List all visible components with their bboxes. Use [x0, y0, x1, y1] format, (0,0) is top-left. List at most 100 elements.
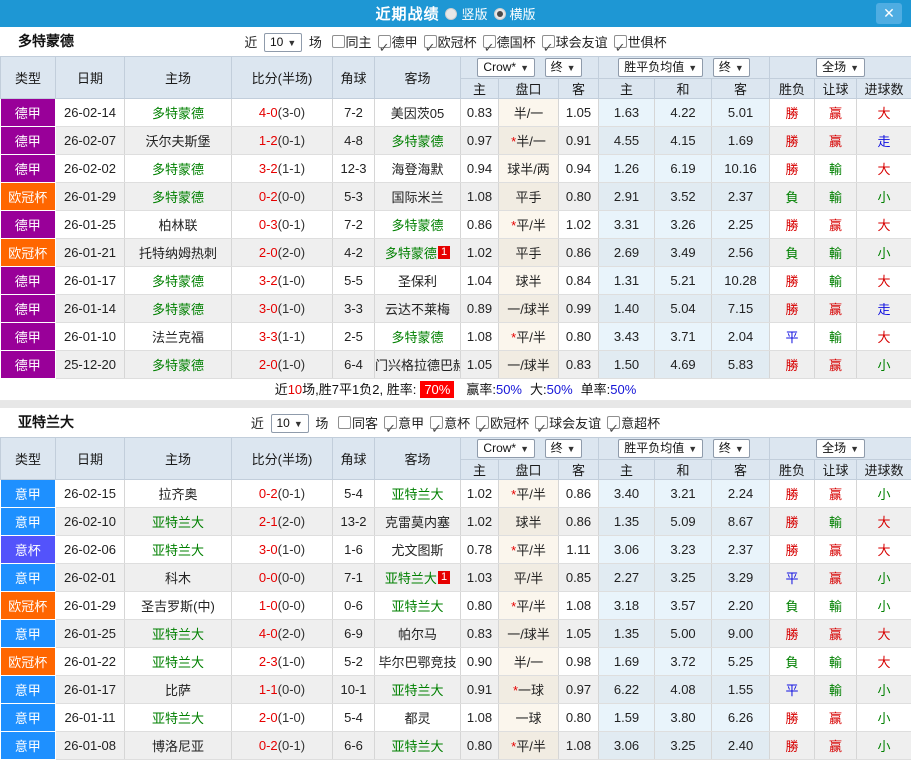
mean-time-select[interactable]: 终▼	[713, 439, 750, 458]
close-icon[interactable]: ✕	[876, 3, 902, 24]
horizontal-layout-label[interactable]: 横版	[510, 4, 536, 23]
handicap-text: 平手	[515, 246, 541, 261]
league-filter-checkbox[interactable]	[378, 35, 391, 48]
goals-result-flag: 大	[857, 620, 911, 648]
halftime-score: (1-0)	[278, 273, 305, 288]
vertical-layout-radio[interactable]	[445, 8, 457, 20]
fulltime-score: 2-0	[259, 245, 278, 260]
handicap: 平手	[499, 183, 559, 211]
league-filter-checkbox[interactable]	[535, 416, 548, 429]
away-team-name: 海登海默	[391, 162, 443, 177]
matches-count-select[interactable]: 10▼	[271, 414, 309, 433]
mean-home-odds: 1.59	[599, 704, 655, 732]
mean-away-odds: 2.25	[712, 211, 770, 239]
chevron-down-icon: ▼	[688, 63, 697, 73]
halftime-score: (0-1)	[278, 486, 305, 501]
league-filter-checkbox[interactable]	[424, 35, 437, 48]
home-odds: 0.86	[461, 211, 499, 239]
away-odds: 1.08	[559, 732, 599, 760]
games-label: 场	[315, 416, 328, 431]
league-filter-label: 世俱杯	[628, 35, 667, 50]
same-venue-checkbox[interactable]	[338, 416, 351, 429]
home-odds: 0.83	[461, 620, 499, 648]
competition-badge: 德甲	[1, 351, 56, 379]
halftime-score: (1-1)	[278, 161, 305, 176]
match-date: 26-01-17	[56, 676, 125, 704]
result-flag: 平	[770, 676, 815, 704]
mean-select[interactable]: 胜平负均值▼	[618, 58, 703, 77]
chevron-down-icon: ▼	[294, 419, 303, 429]
halftime-score: (1-0)	[278, 357, 305, 372]
home-team: 亚特兰大	[125, 648, 232, 676]
away-team: 海登海默	[375, 155, 461, 183]
handicap-result-flag: 輸	[815, 323, 857, 351]
away-team: 国际米兰	[375, 183, 461, 211]
match-date: 26-02-02	[56, 155, 125, 183]
vertical-layout-label[interactable]: 竖版	[461, 4, 487, 23]
league-filter-checkbox[interactable]	[476, 416, 489, 429]
halftime-score: (2-0)	[278, 514, 305, 529]
team-name: 多特蒙德	[18, 27, 74, 56]
chevron-down-icon: ▼	[520, 63, 529, 73]
col-header-corner: 角球	[333, 57, 375, 99]
league-filter-checkbox[interactable]	[614, 35, 627, 48]
mean-home-odds: 1.26	[599, 155, 655, 183]
away-team: 圣保利	[375, 267, 461, 295]
home-team: 拉齐奥	[125, 480, 232, 508]
stat-label: 大:	[530, 382, 547, 397]
competition-badge: 德甲	[1, 267, 56, 295]
league-filter-checkbox[interactable]	[430, 416, 443, 429]
away-team-name: 圣保利	[398, 274, 437, 289]
corner-score: 5-4	[333, 480, 375, 508]
league-filter-checkbox[interactable]	[542, 35, 555, 48]
horizontal-layout-radio[interactable]	[494, 8, 506, 20]
league-filters: 同主德甲欧冠杯德国杯球会友谊世俱杯	[326, 34, 667, 49]
away-team-name: 门兴格拉德巴赫	[375, 358, 461, 373]
away-team-name: 亚特兰大	[391, 683, 443, 698]
scope-select[interactable]: 全场▼	[816, 439, 865, 458]
league-filter-checkbox[interactable]	[483, 35, 496, 48]
home-team: 柏林联	[125, 211, 232, 239]
stat-value: 50%	[610, 382, 636, 397]
handicap-text: 一/球半	[507, 302, 550, 317]
mean-away-odds: 7.15	[712, 295, 770, 323]
same-venue-checkbox[interactable]	[332, 35, 345, 48]
mean-home-odds: 6.22	[599, 676, 655, 704]
fulltime-score: 3-0	[259, 542, 278, 557]
scope-select[interactable]: 全场▼	[816, 58, 865, 77]
mean-away-odds: 8.67	[712, 508, 770, 536]
handicap-text: 平/半	[516, 543, 546, 558]
col-header-score: 比分(半场)	[232, 57, 333, 99]
matches-count-select[interactable]: 10▼	[264, 33, 302, 52]
handicap: 半/一	[499, 99, 559, 127]
away-odds: 1.11	[559, 536, 599, 564]
handicap: 球半	[499, 267, 559, 295]
match-date: 26-01-10	[56, 323, 125, 351]
fulltime-score: 0-2	[259, 738, 278, 753]
mean-draw-odds: 4.08	[655, 676, 712, 704]
home-odds: 0.83	[461, 99, 499, 127]
league-filters: 同客意甲意杯欧冠杯球会友谊意超杯	[332, 415, 660, 430]
away-team-name: 美因茨05	[391, 106, 444, 121]
mean-time-select[interactable]: 终▼	[713, 58, 750, 77]
handicap: *平/半	[499, 211, 559, 239]
col-header-mean-home: 主	[599, 460, 655, 480]
away-team: 多特蒙德	[375, 323, 461, 351]
mean-away-odds: 2.37	[712, 183, 770, 211]
handicap-result-flag: 輸	[815, 508, 857, 536]
home-team: 多特蒙德	[125, 351, 232, 379]
corner-score: 1-6	[333, 536, 375, 564]
league-filter-checkbox[interactable]	[607, 416, 620, 429]
league-filter-checkbox[interactable]	[384, 416, 397, 429]
away-team: 亚特兰大	[375, 592, 461, 620]
goals-result-flag: 小	[857, 592, 911, 620]
fulltime-score: 4-0	[259, 105, 278, 120]
competition-badge: 德甲	[1, 211, 56, 239]
handicap-text: 平/半	[514, 571, 544, 586]
halftime-score: (0-0)	[278, 570, 305, 585]
odds-time-select[interactable]: 终▼	[545, 439, 582, 458]
mean-draw-odds: 3.72	[655, 648, 712, 676]
mean-draw-odds: 3.26	[655, 211, 712, 239]
mean-select[interactable]: 胜平负均值▼	[618, 439, 703, 458]
